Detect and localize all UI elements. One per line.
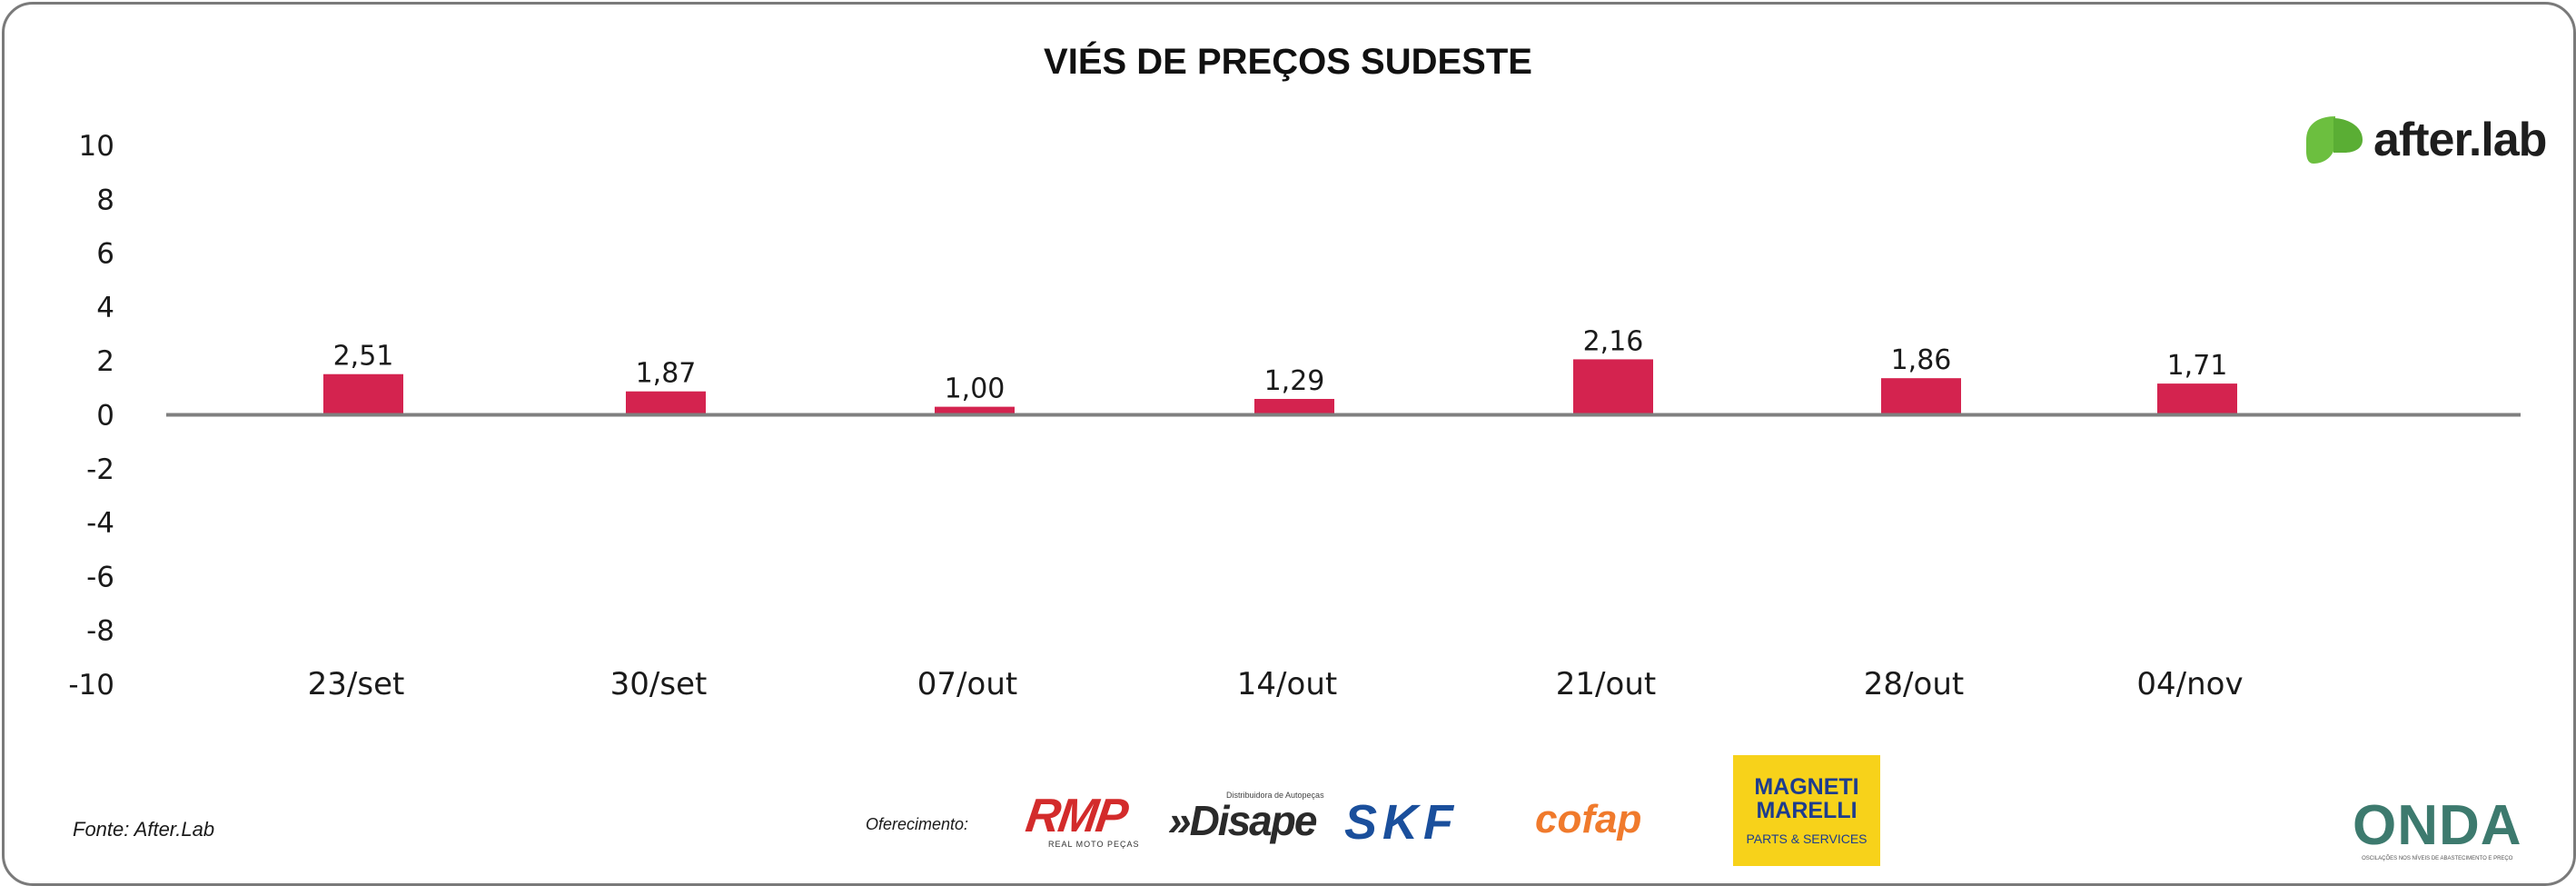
y-tick-label: 0 xyxy=(96,400,114,433)
y-tick-label: -2 xyxy=(86,453,114,486)
disape-logo: Distribuidora de Autopeças »Disape xyxy=(1168,791,1324,841)
after-lab-leaf-icon xyxy=(2306,116,2363,164)
bar xyxy=(2157,383,2237,415)
x-tick-label: 30/set xyxy=(610,666,708,702)
x-tick-label: 07/out xyxy=(917,666,1017,702)
disape-tagline: Distribuidora de Autopeças xyxy=(1226,791,1324,800)
rmp-subtitle: REAL MOTO PEÇAS xyxy=(1048,840,1140,849)
bar xyxy=(1881,378,1961,415)
bar xyxy=(935,406,1015,415)
data-label: 2,51 xyxy=(333,341,394,373)
skf-logo: SKF xyxy=(1344,798,1459,847)
x-tick-label: 23/set xyxy=(308,666,405,702)
y-tick-label: 6 xyxy=(96,238,114,271)
data-label: 1,71 xyxy=(2167,350,2228,382)
x-tick-label: 14/out xyxy=(1237,666,1337,702)
after-lab-wordmark: after.lab xyxy=(2373,114,2547,166)
onda-logo: ONDA OSCILAÇÕES NOS NÍVEIS DE ABASTECIME… xyxy=(2353,794,2522,862)
magneti-marelli-subtitle: PARTS & SERVICES xyxy=(1746,831,1868,846)
bar xyxy=(626,391,706,415)
y-tick-label: -8 xyxy=(86,615,114,648)
y-tick-label: -10 xyxy=(68,669,114,702)
y-tick-label: -4 xyxy=(86,507,114,540)
rmp-logo: RMP REAL MOTO PEÇAS xyxy=(1022,790,1146,849)
x-tick-label: 04/nov xyxy=(2136,666,2243,702)
y-tick-label: 4 xyxy=(96,292,114,324)
data-label: 1,00 xyxy=(945,373,1006,405)
chart-title: VIÉS DE PREÇOS SUDESTE xyxy=(1044,42,1532,82)
bar xyxy=(1254,399,1334,415)
cofap-wordmark: cofap xyxy=(1535,797,1642,841)
sponsor-label: Oferecimento: xyxy=(866,815,969,833)
onda-wordmark: ONDA xyxy=(2353,794,2522,857)
bar xyxy=(1573,359,1653,415)
x-tick-label: 28/out xyxy=(1864,666,1964,702)
y-tick-label: -6 xyxy=(86,561,114,593)
magneti-marelli-logo: MAGNETI MARELLI PARTS & SERVICES xyxy=(1733,755,1880,866)
y-tick-label: 2 xyxy=(96,345,114,378)
bar xyxy=(323,373,403,415)
data-label: 2,16 xyxy=(1583,325,1644,357)
skf-wordmark: SKF xyxy=(1344,795,1459,850)
data-label: 1,86 xyxy=(1891,344,1952,376)
source-note: Fonte: After.Lab xyxy=(73,818,215,841)
data-label: 1,29 xyxy=(1264,365,1325,397)
y-tick-label: 10 xyxy=(79,130,114,163)
cofap-logo: cofap xyxy=(1535,800,1641,840)
magneti-marelli-wordmark: MAGNETI MARELLI xyxy=(1754,774,1859,823)
data-label: 1,87 xyxy=(636,358,697,390)
y-tick-label: 8 xyxy=(96,184,114,216)
disape-wordmark: »Disape xyxy=(1168,797,1317,844)
x-tick-label: 21/out xyxy=(1556,666,1656,702)
onda-subtitle: OSCILAÇÕES NOS NÍVEIS DE ABASTECIMENTO E… xyxy=(2362,856,2513,861)
rmp-wordmark: RMP xyxy=(1022,790,1130,842)
after-lab-logo: after.lab xyxy=(2303,113,2547,167)
